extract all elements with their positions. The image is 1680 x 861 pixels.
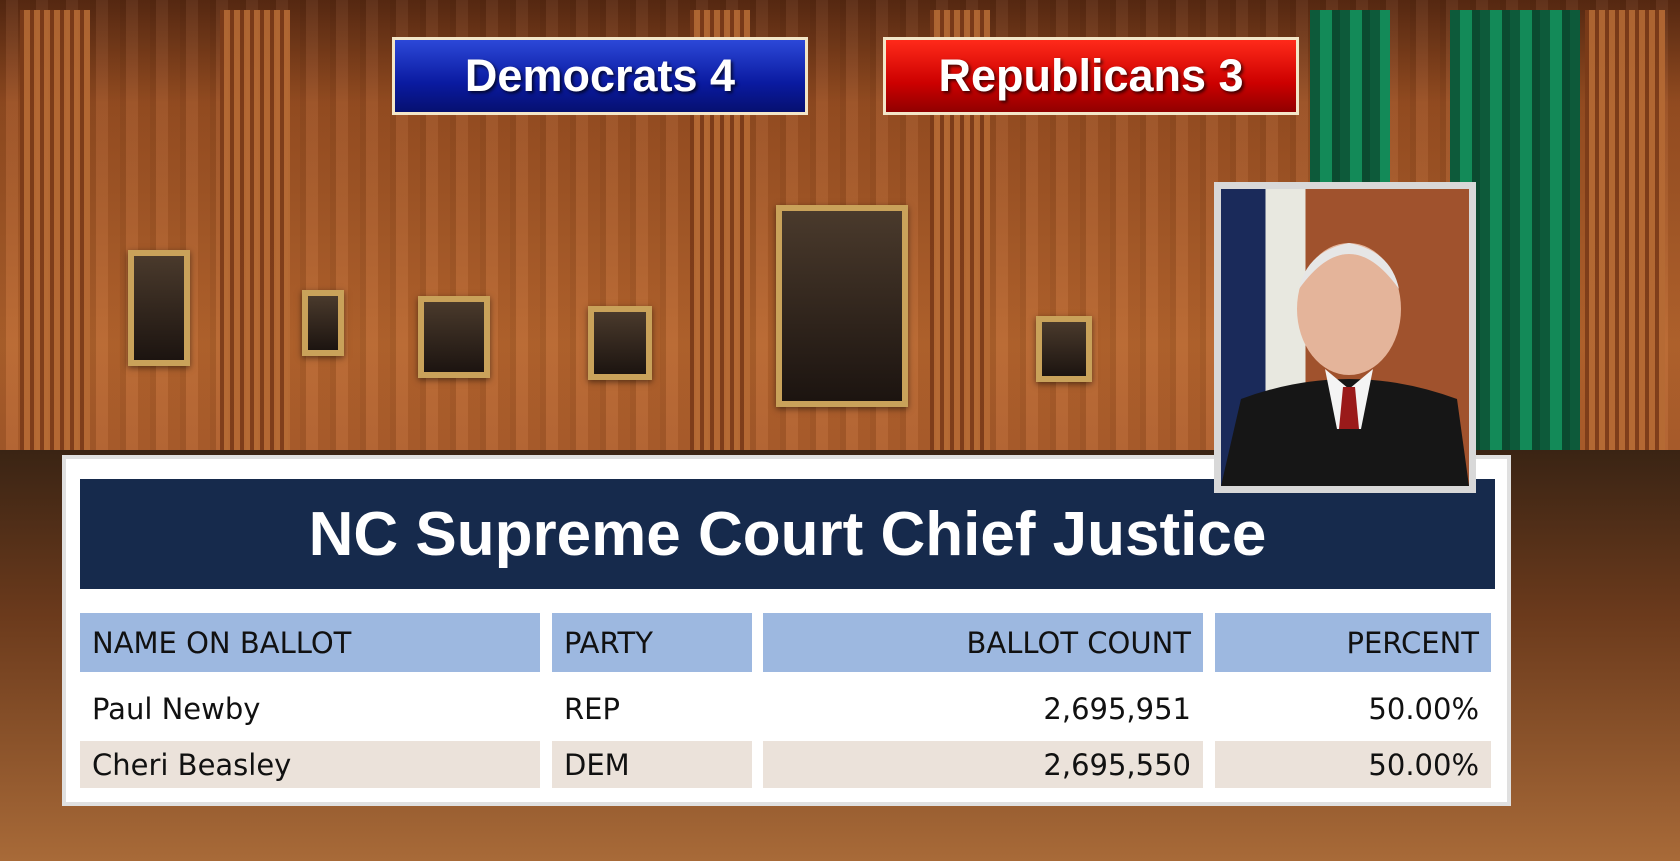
portrait	[302, 290, 344, 356]
column-header: NAME ON BALLOT	[80, 613, 540, 672]
table-cell: 50.00%	[1215, 741, 1491, 788]
portrait	[418, 296, 490, 378]
table-cell: REP	[552, 680, 752, 737]
democrats-count: Democrats 4	[392, 37, 808, 115]
table-cell: 2,695,951	[763, 680, 1203, 737]
portrait	[1036, 316, 1092, 382]
table-cell: Cheri Beasley	[80, 741, 540, 788]
column-header: BALLOT COUNT	[763, 613, 1203, 672]
photo-art	[1221, 189, 1469, 486]
slide: Democrats 4 Republicans 3 NC Supreme Cou…	[0, 0, 1680, 861]
column-header: PERCENT	[1215, 613, 1491, 672]
table-cell: DEM	[552, 741, 752, 788]
table-cell: Paul Newby	[80, 680, 540, 737]
portrait	[588, 306, 652, 380]
candidate-photo	[1214, 182, 1476, 493]
column-header: PARTY	[552, 613, 752, 672]
table-cell: 50.00%	[1215, 680, 1491, 737]
table-cell: 2,695,550	[763, 741, 1203, 788]
portrait	[128, 250, 190, 366]
portrait	[776, 205, 908, 407]
republicans-count: Republicans 3	[883, 37, 1299, 115]
table-title: NC Supreme Court Chief Justice	[80, 479, 1495, 589]
